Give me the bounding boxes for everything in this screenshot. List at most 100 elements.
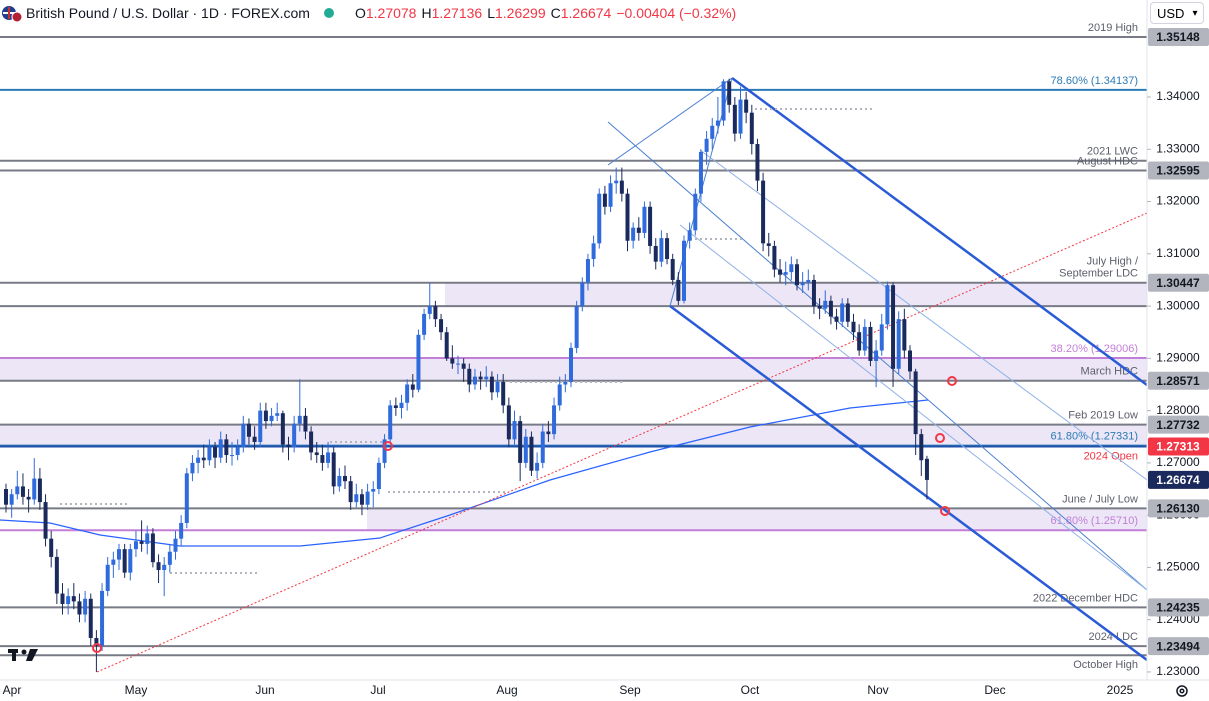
currency[interactable]: USD [1157,5,1185,21]
moving-average [0,399,929,547]
candle-body [218,439,223,458]
price-badge-label: 1.27313 [1156,440,1200,454]
candle-body [337,475,342,487]
gear[interactable] [1176,685,1188,697]
y-tick-label: 1.32000 [1156,194,1200,208]
candle-body [77,601,82,615]
candle-body [230,455,234,457]
candle-body [840,303,845,322]
pivot-marker [92,643,102,653]
level-label: September LDC [1059,268,1138,280]
candle-body [755,144,760,181]
channel-upper [731,76,1148,387]
currency-select[interactable]: USD ▾ [1150,2,1204,24]
candle-body [580,282,585,307]
trendline [96,212,1148,673]
candle-body [37,478,42,503]
candle-body [122,549,127,573]
candle-body [659,238,664,262]
candle-body [150,533,155,563]
dropdown-arrow[interactable]: ▾ [1192,7,1198,19]
candle-body [574,306,579,348]
candle-body [648,206,653,246]
candle-body [727,81,732,105]
price-badge-label: 1.23494 [1156,639,1200,653]
candle-body [224,439,229,456]
price-badge-label: 1.27732 [1156,418,1200,432]
candle-body [258,410,263,442]
candle-body [100,590,105,646]
candle-body [738,99,743,134]
level-label: 2022 December HDC [1033,592,1138,604]
candle-body [913,371,918,435]
candle-body [862,326,867,351]
candle-body [851,321,856,333]
candle-body [800,282,805,286]
ohlc-value: 1.26299 [495,5,546,21]
ohlc-key: H [421,5,432,21]
candle-body [563,381,568,385]
candle-body [676,279,681,301]
candle-body [879,324,884,351]
candle-body [631,227,636,241]
candle-body [495,381,500,393]
candle-body [297,415,302,424]
candle-body [806,279,811,283]
candle-body [365,491,370,505]
candle-body [252,436,257,442]
candle-body [919,434,924,461]
candle-body [201,457,206,461]
candle-body [540,431,545,463]
x-tick-label: Aug [496,683,517,697]
candle-body [393,405,398,408]
candle-body [343,475,347,482]
level-label: October High [1073,659,1138,671]
candle-body [286,444,291,448]
change: −0.00404 (−0.32%) [616,5,737,21]
candle-body [828,300,833,317]
price-badge [1148,470,1209,489]
parallel-line [679,224,1148,591]
price-badge-label: 1.32595 [1156,164,1200,178]
candle-body [348,481,353,503]
candle-body [721,81,726,121]
candle-body [88,598,93,638]
zone [445,282,1147,307]
candle-body [173,538,178,552]
market-status [323,8,334,18]
candle-body [162,564,167,571]
candle-body [292,423,297,448]
candle-body [885,285,890,325]
candle-body [105,564,110,591]
candle-body [275,413,280,416]
candle-body [399,402,404,408]
candle-body [518,421,523,463]
candle-body [908,350,912,372]
x-tick-label: Jul [370,683,385,697]
ohlc-value: 1.26674 [560,5,612,21]
candle-body [823,300,828,309]
candle-body [608,183,613,207]
candle-body [20,486,25,497]
gear-center[interactable] [1179,688,1185,694]
candle-body [439,319,444,333]
candle-body [749,112,754,145]
candle-body [710,125,715,139]
candle-body [817,306,822,309]
symbol-title[interactable]: British Pound / U.S. Dollar · 1D · FOREX… [26,5,310,21]
symbol-flags [2,6,23,23]
candle-body [207,447,212,461]
candle-body [783,272,788,275]
candle-body [32,478,37,500]
candle-body [382,439,387,463]
candle-body [54,556,59,594]
level-label: July High / [1087,256,1139,268]
price-badge [1148,273,1209,292]
candle-body [388,405,393,440]
x-tick-label: Jun [255,683,274,697]
settings-icon[interactable] [1176,685,1188,697]
candle-body [4,489,8,505]
candle-body [715,120,720,126]
